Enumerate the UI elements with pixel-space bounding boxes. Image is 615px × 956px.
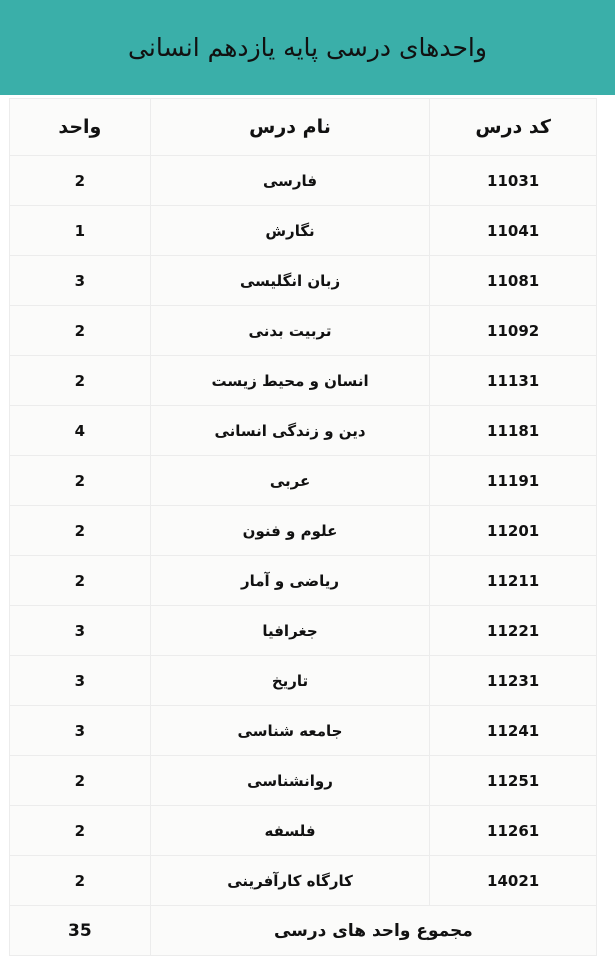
cell-name: جغرافیا [149,605,431,656]
cell-code: 11231 [429,655,597,706]
cell-code: 11181 [429,405,597,456]
cell-name: فلسفه [149,805,431,856]
cell-units: 2 [9,355,151,406]
cell-name: کارگاه کارآفرینی [149,855,431,906]
column-header-code: کد درس [429,98,597,156]
cell-name: تربیت بدنی [149,305,431,356]
cell-units: 2 [9,455,151,506]
table-row: 11251 روانشناسی 2 [9,755,597,806]
table-row: 11081 زبان انگلیسی 3 [9,255,597,306]
table-header-row: کد درس نام درس واحد [9,98,597,156]
cell-code: 11031 [429,155,597,206]
cell-name: انسان و محیط زیست [149,355,431,406]
cell-name: تاریخ [149,655,431,706]
cell-name: روانشناسی [149,755,431,806]
cell-units: 4 [9,405,151,456]
cell-name: عربی [149,455,431,506]
cell-name: زبان انگلیسی [149,255,431,306]
cell-units: 3 [9,605,151,656]
cell-code: 11241 [429,705,597,756]
cell-units: 2 [9,555,151,606]
cell-code: 11251 [429,755,597,806]
column-header-units: واحد [9,98,151,156]
courses-table: کد درس نام درس واحد 11031 فارسی 2 11041 نگار… [9,98,598,956]
cell-units: 2 [9,755,151,806]
cell-units: 2 [9,305,151,356]
cell-units: 3 [9,655,151,706]
table-row: 11241 جامعه شناسی 3 [9,705,597,756]
cell-name: علوم و فنون [149,505,431,556]
table-row: 11201 علوم و فنون 2 [9,505,597,556]
table-row: 14021 کارگاه کارآفرینی 2 [9,855,597,906]
cell-name: جامعه شناسی [149,705,431,756]
cell-units: 1 [9,205,151,256]
page-header: واحدهای درسی پایه یازدهم انسانی [0,0,615,95]
cell-code: 11211 [429,555,597,606]
table-row: 11131 انسان و محیط زیست 2 [9,355,597,406]
table-row: 11181 دین و زندگی انسانی 4 [9,405,597,456]
cell-units: 2 [9,505,151,556]
column-header-name: نام درس [149,98,431,156]
total-row: مجموع واحد های درسی 35 [9,905,598,956]
cell-units: 2 [9,805,151,856]
table-row: 11211 ریاضی و آمار 2 [9,555,597,606]
total-label: مجموع واحد های درسی [149,905,598,956]
cell-code: 11131 [429,355,597,406]
cell-code: 14021 [429,855,597,906]
cell-units: 2 [9,855,151,906]
table-row: 11031 فارسی 2 [9,155,597,206]
cell-code: 11081 [429,255,597,306]
cell-name: ریاضی و آمار [149,555,431,606]
page-title: واحدهای درسی پایه یازدهم انسانی [128,33,487,62]
table-row: 11231 تاریخ 3 [9,655,597,706]
cell-units: 3 [9,705,151,756]
cell-code: 11092 [429,305,597,356]
total-value: 35 [9,905,151,956]
cell-code: 11191 [429,455,597,506]
cell-code: 11261 [429,805,597,856]
table-row: 11041 نگارش 1 [9,205,597,256]
table-row: 11261 فلسفه 2 [9,805,597,856]
cell-name: فارسی [149,155,431,206]
cell-name: نگارش [149,205,431,256]
table-row: 11221 جغرافیا 3 [9,605,597,656]
cell-units: 3 [9,255,151,306]
cell-name: دین و زندگی انسانی [149,405,431,456]
cell-code: 11041 [429,205,597,256]
cell-code: 11201 [429,505,597,556]
cell-units: 2 [9,155,151,206]
table-row: 11092 تربیت بدنی 2 [9,305,597,356]
table-row: 11191 عربی 2 [9,455,597,506]
cell-code: 11221 [429,605,597,656]
